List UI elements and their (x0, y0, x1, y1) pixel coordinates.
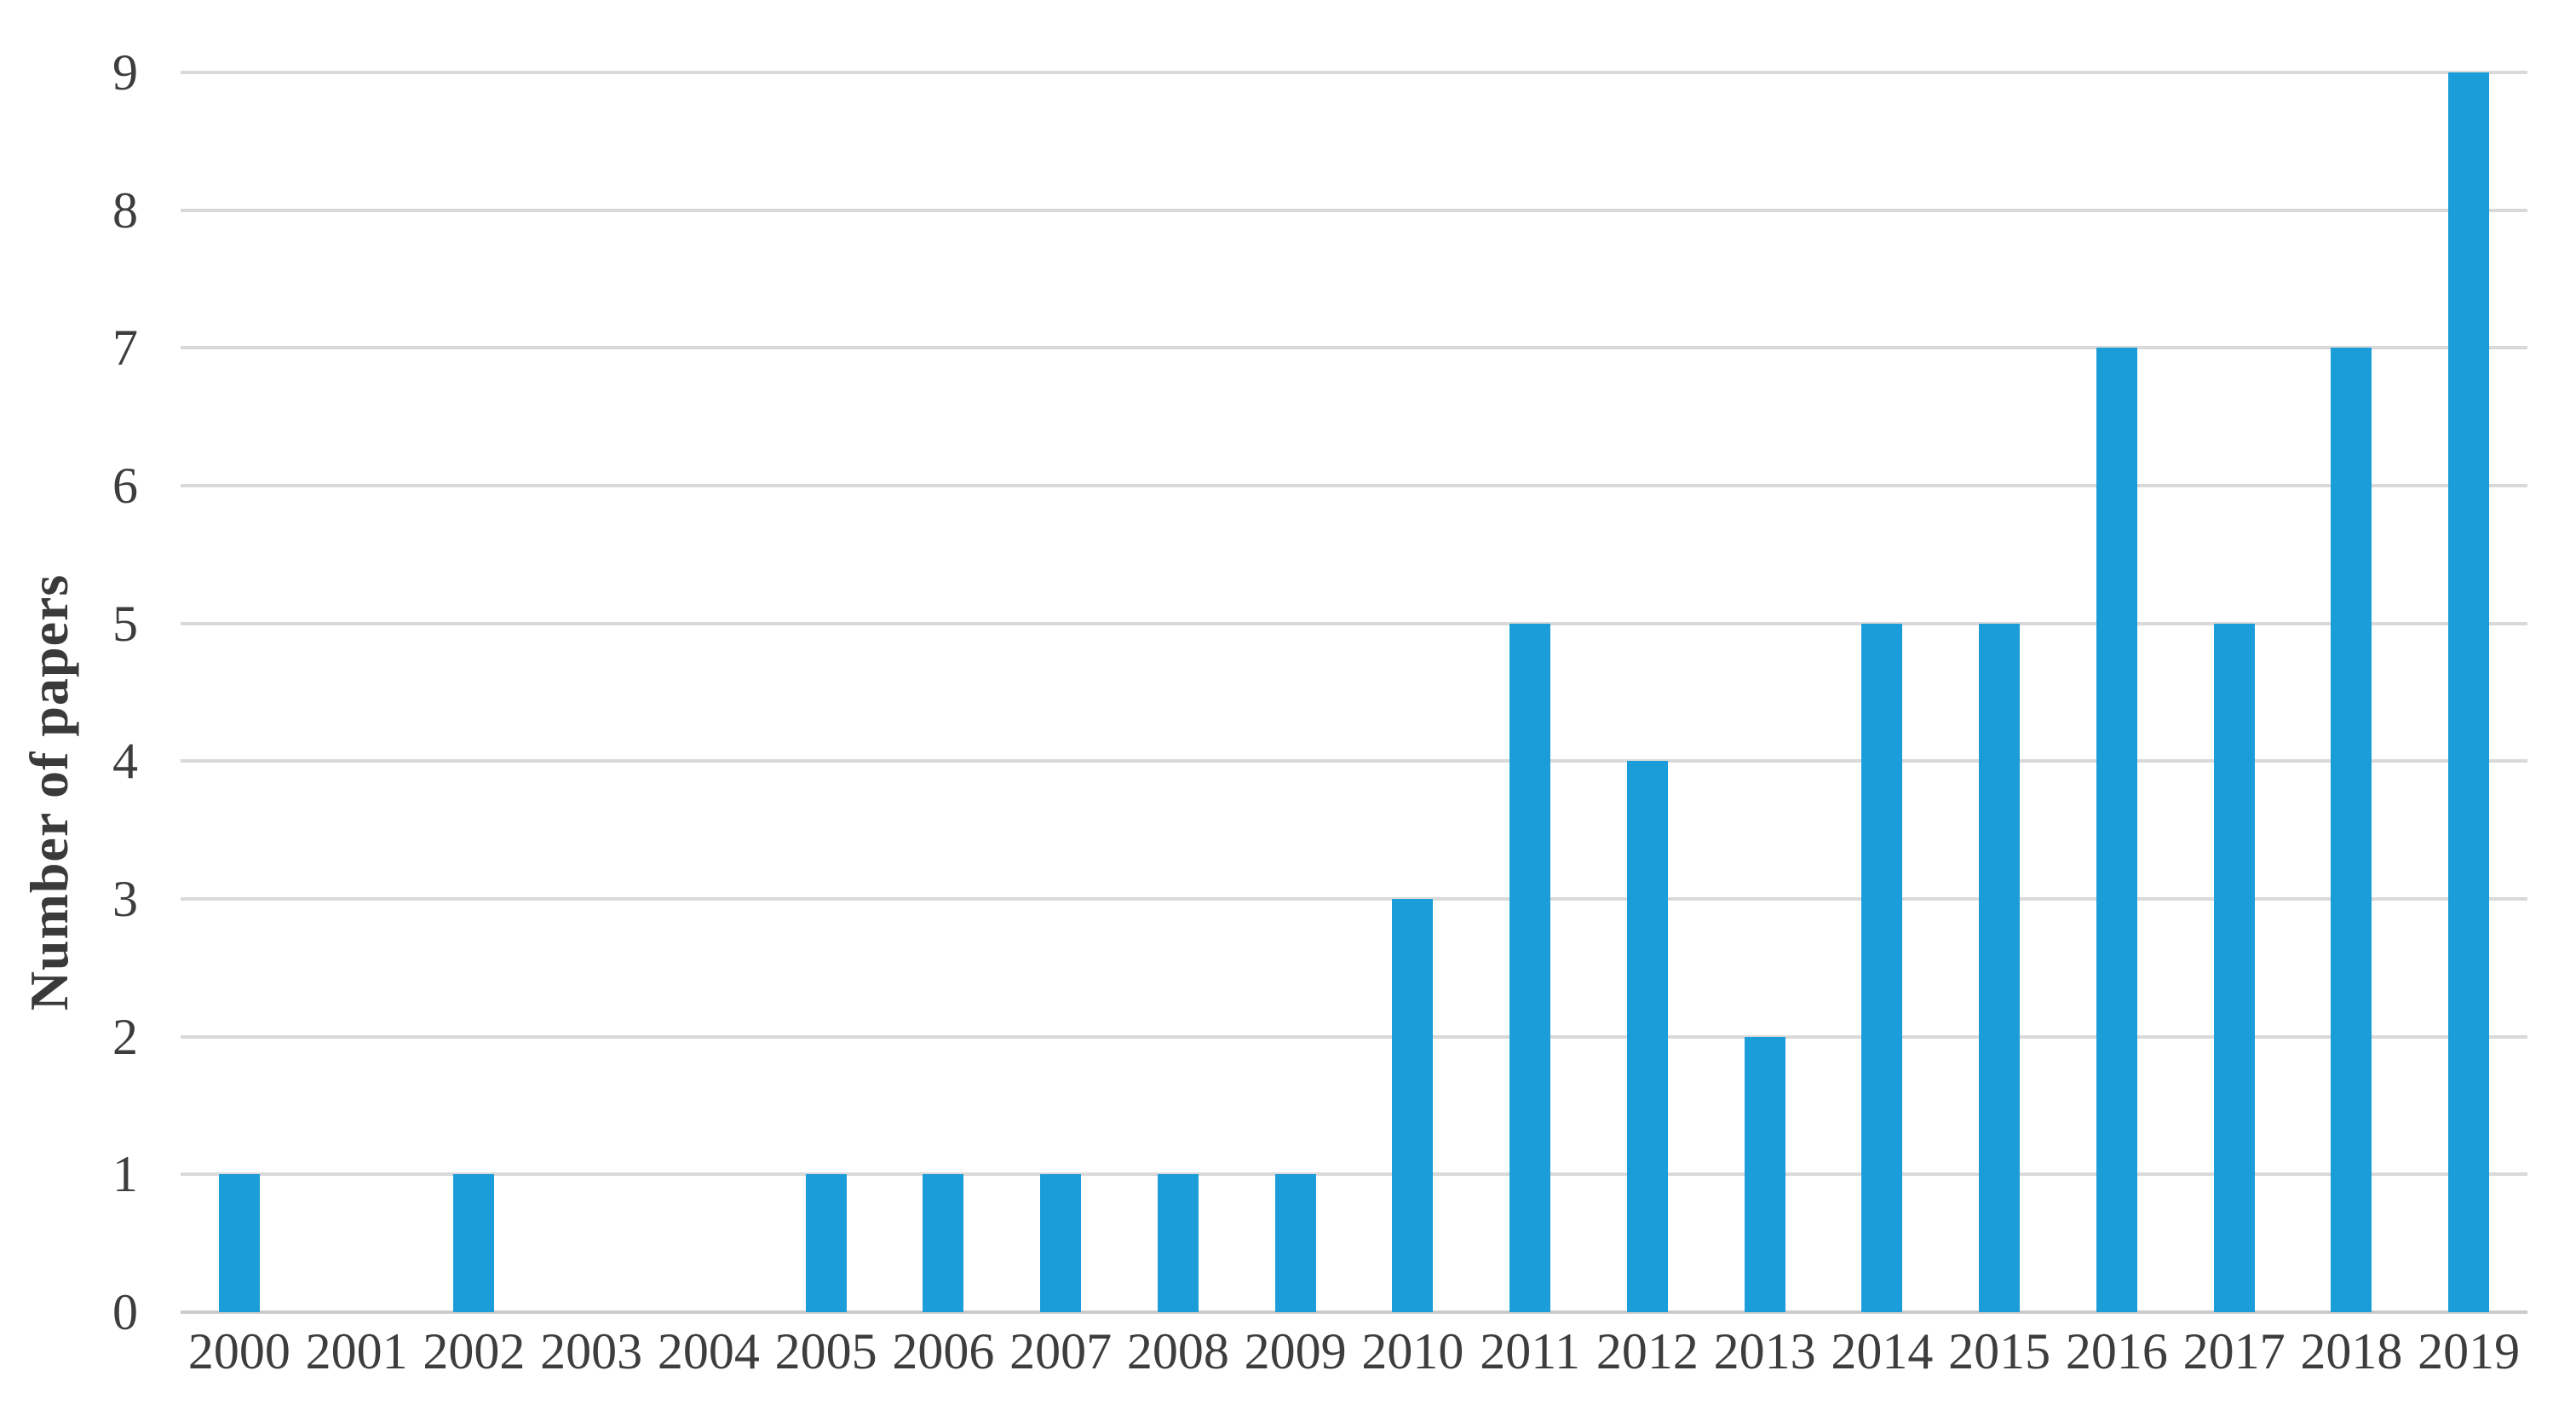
bar-slot-2003 (532, 72, 650, 1312)
x-tick-label-2014: 2014 (1831, 1323, 1934, 1379)
bars-container (181, 72, 2527, 1312)
bar-slot-2010 (1354, 72, 1472, 1312)
bar-2009 (1274, 1174, 1316, 1312)
y-tick-label-3: 3 (112, 871, 138, 927)
gridline-y-9 (181, 71, 2527, 74)
x-tick-label-2007: 2007 (1009, 1323, 1113, 1379)
x-tick-label-2019: 2019 (2418, 1323, 2521, 1379)
bar-2018 (2331, 348, 2372, 1312)
x-tick-label-2002: 2002 (423, 1323, 526, 1379)
bar-2015 (1979, 623, 2021, 1312)
bar-2005 (805, 1174, 847, 1312)
bar-slot-2014 (1824, 72, 1941, 1312)
bar-2000 (218, 1174, 260, 1312)
bar-2017 (2213, 623, 2255, 1312)
bar-slot-2012 (1589, 72, 1706, 1312)
y-tick-label-0: 0 (112, 1284, 138, 1340)
bar-2012 (1626, 761, 1668, 1312)
bar-slot-2013 (1706, 72, 1824, 1312)
y-tick-label-9: 9 (112, 44, 138, 101)
bar-slot-2017 (2176, 72, 2293, 1312)
bar-2006 (923, 1174, 964, 1312)
bar-2014 (1861, 623, 1903, 1312)
bar-slot-2019 (2410, 72, 2527, 1312)
bar-2007 (1040, 1174, 1082, 1312)
x-tick-label-2013: 2013 (1713, 1323, 1816, 1379)
x-tick-label-2012: 2012 (1596, 1323, 1699, 1379)
y-axis-tick-labels: 0 1 2 3 4 5 6 7 8 9 (0, 47, 138, 1338)
bar-slot-2018 (2293, 72, 2411, 1312)
bar-slot-2001 (298, 72, 416, 1312)
x-tick-label-2001: 2001 (305, 1323, 408, 1379)
bar-slot-2009 (1237, 72, 1354, 1312)
y-tick-label-2: 2 (112, 1008, 138, 1065)
bar-2013 (1744, 1036, 1785, 1312)
bar-slot-2007 (1002, 72, 1119, 1312)
gridline-y-7 (181, 346, 2527, 350)
y-tick-label-6: 6 (112, 458, 138, 514)
x-tick-label-2017: 2017 (2182, 1323, 2286, 1379)
x-axis-tick-labels: 2000 2001 2002 2003 2004 2005 2006 2007 2008 2009… (181, 1326, 2527, 1377)
gridline-y-5 (181, 621, 2527, 625)
bar-2002 (453, 1174, 495, 1312)
y-tick-label-1: 1 (112, 1146, 138, 1203)
bar-slot-2005 (768, 72, 885, 1312)
gridline-y-8 (181, 208, 2527, 212)
bar-slot-2004 (650, 72, 768, 1312)
y-tick-label-7: 7 (112, 320, 138, 377)
bar-2016 (2096, 348, 2137, 1312)
bar-2019 (2448, 72, 2490, 1312)
gridline-y-6 (181, 484, 2527, 487)
x-tick-label-2008: 2008 (1126, 1323, 1229, 1379)
bar-slot-2002 (416, 72, 533, 1312)
x-tick-label-2000: 2000 (187, 1323, 290, 1379)
bar-2008 (1157, 1174, 1199, 1312)
gridline-y-3 (181, 897, 2527, 901)
x-tick-label-2016: 2016 (2065, 1323, 2168, 1379)
y-tick-label-5: 5 (112, 595, 138, 652)
y-tick-label-8: 8 (112, 181, 138, 239)
x-tick-label-2004: 2004 (657, 1323, 760, 1379)
bar-slot-2015 (1941, 72, 2058, 1312)
gridline-y-4 (181, 759, 2527, 763)
x-tick-label-2003: 2003 (540, 1323, 643, 1379)
y-tick-label-4: 4 (112, 733, 138, 790)
x-tick-label-2006: 2006 (892, 1323, 995, 1379)
bar-slot-2016 (2058, 72, 2176, 1312)
x-tick-label-2015: 2015 (1948, 1323, 2051, 1379)
bar-slot-2011 (1471, 72, 1589, 1312)
gridline-y-0 (181, 1310, 2527, 1314)
plot-area (181, 71, 2527, 1314)
bar-2011 (1509, 623, 1551, 1312)
gridline-y-1 (181, 1172, 2527, 1177)
bar-2010 (1392, 899, 1434, 1312)
bar-slot-2008 (1119, 72, 1237, 1312)
bar-slot-2006 (885, 72, 1003, 1312)
gridline-y-2 (181, 1034, 2527, 1039)
x-tick-label-2010: 2010 (1361, 1323, 1464, 1379)
x-tick-label-2009: 2009 (1244, 1323, 1347, 1379)
x-tick-label-2005: 2005 (774, 1323, 877, 1379)
x-tick-label-2018: 2018 (2300, 1323, 2403, 1379)
x-tick-label-2011: 2011 (1480, 1323, 1581, 1379)
bar-slot-2000 (181, 72, 298, 1312)
